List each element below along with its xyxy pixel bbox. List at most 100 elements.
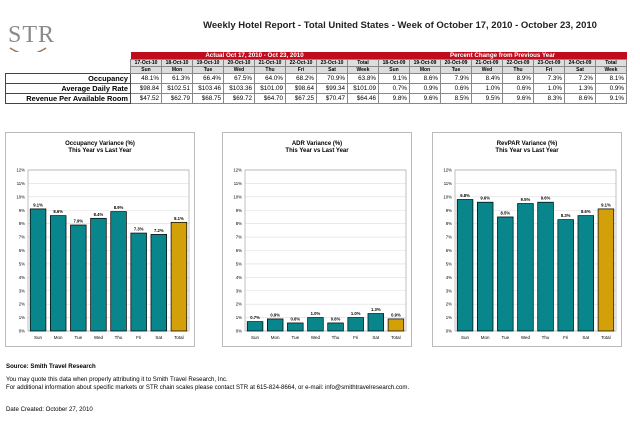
- day-header: Sat: [564, 66, 596, 74]
- actual-cell: $70.47: [316, 93, 348, 104]
- row-label: Revenue Per Available Room: [5, 93, 131, 104]
- y-tick-label: 9%: [19, 208, 25, 213]
- pct-cell: 8.1%: [595, 73, 627, 84]
- x-tick-label: Sat: [372, 335, 380, 340]
- data-label: 9.6%: [480, 196, 490, 201]
- day-header: Wed: [471, 66, 503, 74]
- day-header: Tue: [440, 66, 472, 74]
- y-tick-label: 3%: [19, 288, 25, 293]
- x-tick-label: Thu: [332, 335, 340, 340]
- y-tick-label: 5%: [236, 261, 242, 266]
- day-header: Thu: [502, 66, 534, 74]
- x-tick-label: Tue: [75, 335, 83, 340]
- pct-cell: 9.8%: [378, 93, 410, 104]
- x-tick-label: Fri: [563, 335, 568, 340]
- x-tick-label: Sat: [155, 335, 163, 340]
- y-tick-label: 0%: [236, 329, 242, 334]
- x-tick-label: Fri: [353, 335, 358, 340]
- plot-area: [454, 169, 617, 332]
- y-tick-label: 4%: [19, 275, 25, 280]
- date-header: 21-Oct-10: [254, 59, 286, 67]
- row-label: Average Daily Rate: [5, 83, 131, 94]
- plot-area: [27, 169, 190, 332]
- bar-mon: [266, 318, 284, 332]
- plot-area: [244, 169, 407, 332]
- pct-cell: 9.6%: [409, 93, 441, 104]
- bar-mon: [49, 215, 67, 332]
- pct-cell: 8.3%: [533, 93, 565, 104]
- pct-cell: 7.3%: [533, 73, 565, 84]
- data-label: 0.6%: [291, 316, 301, 321]
- data-label: 0.7%: [250, 315, 260, 320]
- y-tick-label: 7%: [446, 235, 452, 240]
- y-tick-label: 11%: [444, 181, 452, 186]
- date-header: 23-Oct-10: [316, 59, 348, 67]
- y-tick-label: 6%: [236, 248, 242, 253]
- occupancy-chart-panel: Occupancy Variance (%) This Year vs Last …: [5, 132, 195, 347]
- x-tick-label: Mon: [481, 335, 490, 340]
- x-tick-label: Wed: [521, 335, 531, 340]
- y-tick-label: 5%: [19, 261, 25, 266]
- date-created: Date Created: October 27, 2010: [6, 406, 93, 413]
- bar-sat: [577, 215, 595, 332]
- bar-mon: [476, 201, 494, 332]
- actual-cell: 66.4%: [192, 73, 224, 84]
- data-label: 9.1%: [601, 202, 611, 207]
- pct-cell: 8.4%: [471, 73, 503, 84]
- y-tick-label: 11%: [17, 181, 25, 186]
- bar-sat: [150, 234, 168, 332]
- row-label: Occupancy: [5, 73, 131, 84]
- x-tick-label: Sun: [251, 335, 260, 340]
- data-label: 7.3%: [134, 227, 144, 232]
- bar-wed: [307, 317, 324, 332]
- pct-cell: 9.6%: [502, 93, 534, 104]
- day-header: Fri: [285, 66, 317, 74]
- y-tick-label: 3%: [236, 288, 242, 293]
- bar-fri: [347, 317, 364, 332]
- date-header: 22-Oct-10: [285, 59, 317, 67]
- occupancy-chart: 0% 1% 2% 3% 4% 5% 6% 7% 8% 9% 10% 11% 12% 9.1% Sun 8.6%…: [16, 168, 190, 340]
- chart-subtitle: This Year vs Last Year: [495, 148, 559, 154]
- bar-sun: [29, 208, 47, 332]
- x-tick-label: Sun: [461, 335, 470, 340]
- data-label: 7.2%: [154, 228, 164, 233]
- bar-thu: [327, 322, 344, 332]
- y-tick-label: 1%: [236, 315, 242, 320]
- day-header: Wed: [223, 66, 255, 74]
- bar-wed: [90, 217, 107, 332]
- day-header: Week: [595, 66, 627, 74]
- y-tick-label: 10%: [16, 194, 25, 199]
- day-header: Mon: [161, 66, 193, 74]
- y-tick-label: 12%: [16, 168, 25, 173]
- bar-fri: [557, 219, 574, 332]
- data-label: 0.6%: [331, 316, 341, 321]
- y-tick-label: 7%: [236, 235, 242, 240]
- actual-cell: $68.75: [192, 93, 224, 104]
- actual-cell: $99.34: [316, 83, 348, 94]
- x-tick-label: Sat: [582, 335, 590, 340]
- pct-cell: 0.9%: [595, 83, 627, 94]
- actual-cell: 68.2%: [285, 73, 317, 84]
- day-header: Fri: [533, 66, 565, 74]
- date-header: 23-Oct-09: [533, 59, 565, 67]
- y-tick-label: 4%: [446, 275, 452, 280]
- date-header: 21-Oct-09: [471, 59, 503, 67]
- pct-cell: 1.0%: [533, 83, 565, 94]
- y-tick-label: 3%: [446, 288, 452, 293]
- x-tick-label: Mon: [54, 335, 63, 340]
- data-label: 9.6%: [541, 196, 551, 201]
- y-tick-label: 9%: [236, 208, 242, 213]
- bar-sun: [246, 321, 264, 332]
- revpar-chart-panel: RevPAR Variance (%) This Year vs Last Yea…: [432, 132, 622, 347]
- pct-cell: 8.5%: [440, 93, 472, 104]
- y-tick-label: 0%: [446, 329, 452, 334]
- y-tick-label: 8%: [236, 221, 242, 226]
- adr-chart-panel: ADR Variance (%) This Year vs Last Year 0…: [222, 132, 412, 347]
- date-header: 18-Oct-10: [161, 59, 193, 67]
- date-header: Total: [347, 59, 379, 67]
- table-row: Average Daily Rate $98.84 $102.51 $103.46 $1…: [5, 83, 627, 94]
- report-table: Actual Oct 17, 2010 - Oct 23, 2010 Percen…: [5, 52, 627, 104]
- data-label: 8.5%: [501, 210, 511, 215]
- actual-cell: $98.64: [285, 83, 317, 94]
- date-header: 22-Oct-09: [502, 59, 534, 67]
